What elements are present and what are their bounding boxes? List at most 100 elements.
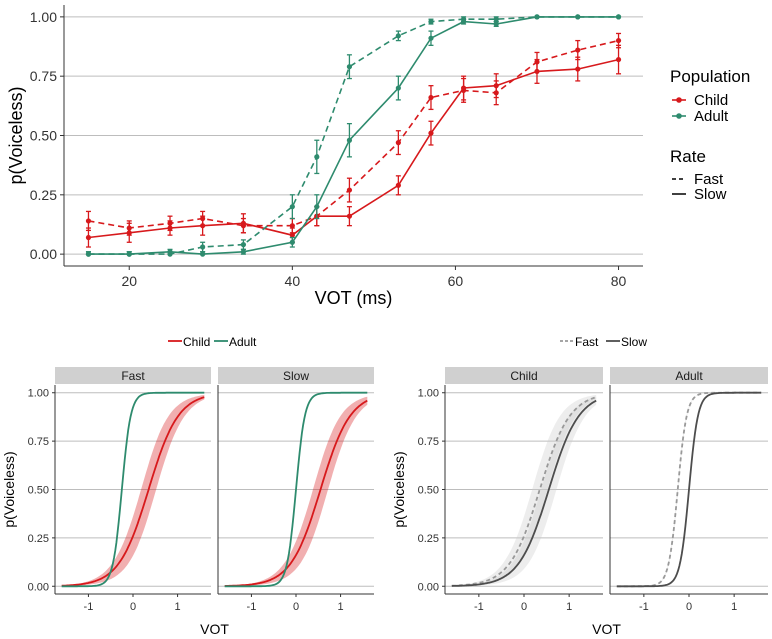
- y-tick-label: 0.75: [28, 436, 49, 448]
- data-point: [346, 187, 353, 193]
- y-axis-title: p(Voiceless): [6, 86, 26, 184]
- curve-ribbon-child: [224, 396, 368, 587]
- legend-key-point: [676, 113, 682, 119]
- curve-line-adult: [224, 391, 368, 588]
- data-point: [615, 37, 622, 44]
- x-tick-label: 0: [521, 601, 527, 613]
- data-point: [126, 251, 132, 257]
- data-point: [200, 223, 206, 229]
- curve-ribbon-child: [61, 394, 205, 586]
- y-tick-label: 0.00: [28, 581, 49, 593]
- y-tick-label: 0.50: [418, 485, 439, 497]
- curve-line-slow: [616, 391, 762, 588]
- data-point: [575, 47, 581, 53]
- y-tick-label: 0.00: [418, 581, 439, 593]
- curve-ribbon-slow: [451, 396, 597, 587]
- data-point: [85, 234, 92, 241]
- y-tick-label: 0.00: [30, 246, 57, 262]
- legend-title-rate: Rate: [670, 147, 706, 166]
- x-tick-label: 1: [566, 601, 572, 613]
- x-tick-label: 0: [293, 601, 299, 613]
- data-point: [167, 249, 173, 255]
- x-tick-label: 40: [285, 273, 301, 289]
- data-point: [428, 35, 434, 41]
- panel-fast: Fast -1 0 1: [54, 367, 211, 613]
- facet-strip-label: Fast: [121, 369, 145, 383]
- top-chart: 0.00 0.25 0.50 0.75 1.00 20 40 60 80 VOT (ms) p(Vo…: [6, 5, 643, 308]
- data-point: [395, 182, 401, 188]
- x-tick-label: -1: [474, 601, 484, 613]
- data-point: [240, 220, 247, 226]
- data-point: [289, 223, 295, 229]
- x-tick-label: 80: [611, 273, 627, 289]
- x-tick-label: 1: [731, 601, 737, 613]
- y-tick-label: 1.00: [30, 9, 57, 25]
- curve-line-child: [61, 396, 205, 587]
- data-point: [240, 249, 247, 255]
- panel-adult: Adult -1 0 1: [609, 367, 768, 613]
- data-point: [314, 204, 320, 210]
- data-point: [126, 230, 132, 236]
- data-point: [395, 33, 401, 39]
- legend-label: Adult: [229, 335, 257, 349]
- y-tick-label: 0.25: [28, 533, 49, 545]
- data-point: [289, 204, 295, 210]
- data-point: [395, 140, 401, 146]
- x-tick-label: -1: [639, 601, 649, 613]
- data-point: [428, 130, 434, 136]
- series-line: [88, 58, 619, 239]
- bottom-left-chart: Child Adult 0.00 0.25 0.50 0.75 1.00 p(Voiceles…: [1, 335, 374, 637]
- data-point: [85, 251, 92, 257]
- x-axis-title: VOT: [592, 621, 621, 637]
- data-point: [460, 85, 467, 91]
- panel-slow: Slow -1 0 1: [217, 367, 374, 613]
- data-point: [428, 94, 434, 101]
- legend-label: Adult: [694, 108, 729, 125]
- x-tick-label: 20: [121, 273, 137, 289]
- curve-line-child: [224, 399, 368, 587]
- curve-line-adult: [61, 391, 205, 588]
- legend-title-population: Population: [670, 67, 750, 86]
- series-line: [88, 16, 619, 255]
- facet-strip-label: Child: [510, 369, 537, 383]
- x-tick-label: -1: [84, 601, 94, 613]
- data-point: [346, 137, 353, 143]
- legend-label: Slow: [621, 335, 647, 349]
- facet-strip: [218, 367, 374, 384]
- facet-strip-label: Adult: [675, 369, 703, 383]
- data-point: [615, 14, 622, 20]
- data-point: [534, 68, 540, 75]
- data-point: [493, 83, 499, 89]
- facet-strip: [55, 367, 211, 384]
- data-point: [615, 56, 622, 63]
- y-tick-label: 1.00: [418, 388, 439, 400]
- x-tick-label: 0: [130, 601, 136, 613]
- data-point: [85, 218, 92, 224]
- data-point: [534, 14, 540, 20]
- curve-line-slow: [451, 399, 597, 587]
- y-tick-label: 0.50: [30, 128, 57, 144]
- data-point: [493, 21, 499, 27]
- legend-label: Child: [694, 92, 728, 109]
- x-axis-title: VOT (ms): [315, 288, 393, 308]
- data-point: [395, 85, 401, 91]
- x-tick-label: 0: [686, 601, 692, 613]
- y-tick-label: 0.25: [30, 187, 57, 203]
- data-point: [346, 64, 353, 70]
- y-tick-label: 0.75: [418, 436, 439, 448]
- legend-key-point: [676, 97, 682, 103]
- legend-label: Fast: [694, 171, 724, 188]
- curve-line-fast: [451, 396, 597, 587]
- data-point: [575, 66, 581, 72]
- series-adult-slow: [85, 14, 622, 257]
- facet-strip-label: Slow: [283, 369, 309, 383]
- data-point: [575, 14, 581, 20]
- data-point: [240, 242, 247, 248]
- data-point: [460, 19, 467, 25]
- data-point: [493, 16, 499, 22]
- facet-strip: [445, 367, 603, 384]
- y-axis-title: p(Voiceless): [1, 451, 17, 527]
- bottom-right-chart: Fast Slow 0.00 0.25 0.50 0.75 1.00 p(Voiceless)…: [391, 335, 768, 637]
- data-point: [346, 213, 353, 219]
